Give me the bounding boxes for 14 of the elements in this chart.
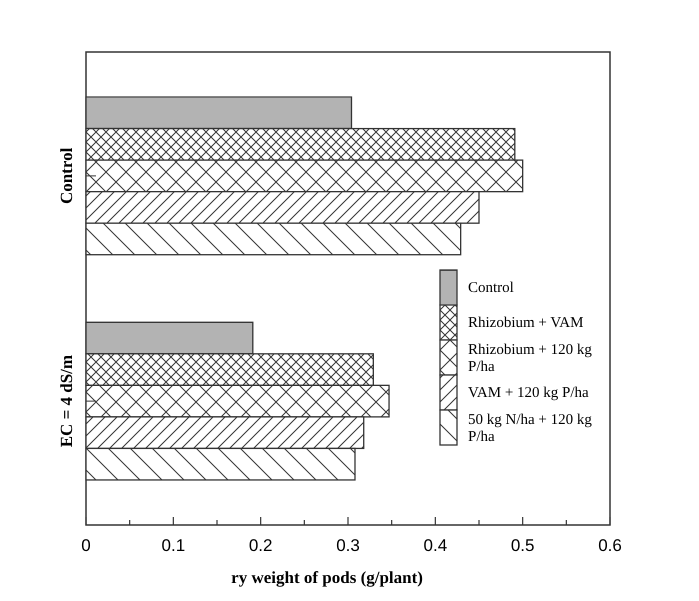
legend-label: Rhizobium + VAM — [468, 315, 584, 331]
x-tick-label: 0.5 — [510, 536, 534, 555]
legend-label: Control — [468, 280, 514, 296]
x-axis-title: ry weight of pods (g/plant) — [231, 568, 423, 587]
x-tick-label: 0.3 — [336, 536, 360, 555]
x-tick-label: 0.2 — [248, 536, 272, 555]
legend-label: 50 kg N/ha + 120 kg P/ha — [468, 412, 592, 445]
x-tick-label: 0.1 — [162, 536, 186, 555]
x-tick-label: 0.4 — [424, 536, 448, 555]
x-tick-label: 0 — [81, 536, 91, 555]
y-tick-label: EC = 4 dS/m — [57, 354, 76, 448]
legend-label: Rhizobium + 120 kg P/ha — [468, 342, 592, 375]
legend-label: VAM + 120 kg P/ha — [468, 385, 590, 401]
x-tick-label: 0.6 — [598, 536, 622, 555]
